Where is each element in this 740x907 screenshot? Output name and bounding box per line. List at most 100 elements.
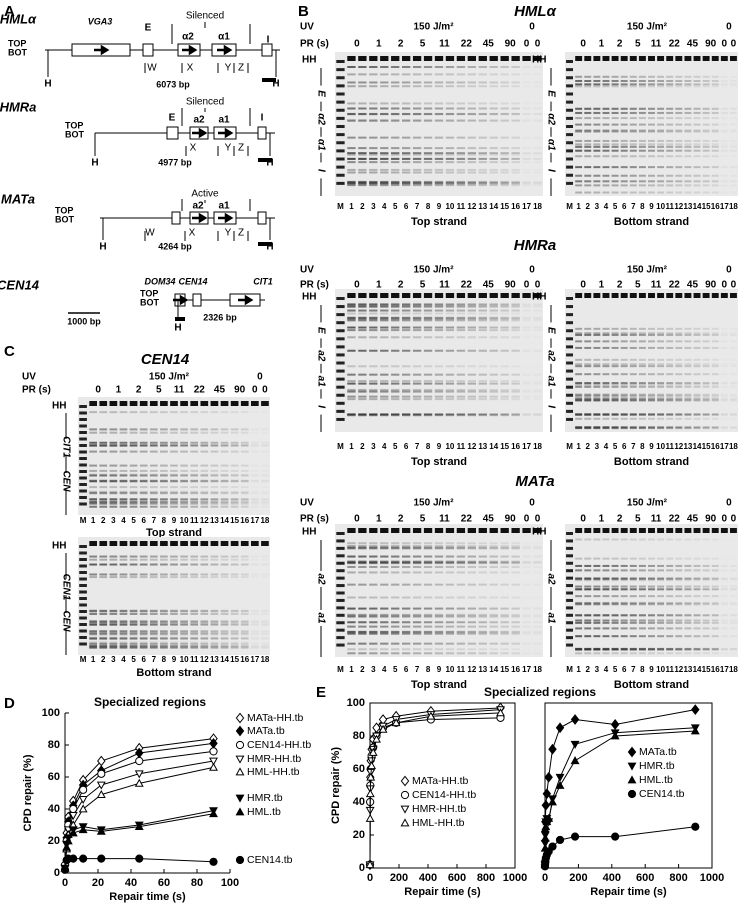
gel-band: [584, 614, 592, 617]
gel-band: [456, 613, 466, 616]
gel-band: [119, 623, 128, 626]
gel-band: [711, 145, 719, 148]
gel-band: [467, 305, 477, 308]
time-label: 90: [505, 514, 517, 525]
gel-band: [261, 623, 269, 625]
gel-band: [500, 305, 509, 308]
marker: [97, 769, 106, 778]
gel-band: [675, 385, 683, 388]
gel-band: [648, 595, 655, 598]
gel-band: [638, 155, 646, 158]
gel-band: [109, 631, 118, 634]
gel-band: [489, 413, 498, 416]
gel-band: [261, 645, 269, 648]
gel-band: [423, 102, 433, 105]
gel-band: [522, 546, 531, 549]
gel-band: [684, 577, 692, 580]
gel-band: [412, 365, 422, 368]
gel-band: [119, 498, 128, 501]
gel-band: [720, 577, 728, 580]
gel-band: [380, 168, 389, 171]
marker-band: [79, 450, 87, 454]
gel-band: [391, 560, 400, 563]
gel-band: [702, 413, 710, 416]
gel-band: [602, 577, 610, 580]
gel-band: [149, 642, 158, 645]
time-label: 0: [524, 514, 530, 525]
gel-band: [711, 155, 719, 158]
well-band: [200, 401, 209, 406]
gel-band: [522, 548, 530, 550]
gel-band: [380, 555, 389, 558]
gel-band: [358, 555, 367, 558]
gel-band: [693, 180, 701, 183]
gel-band: [730, 373, 737, 375]
gel-band: [648, 85, 655, 88]
marker-band: [336, 539, 345, 543]
gel-band: [109, 431, 118, 434]
gel-band: [648, 149, 655, 152]
gel-band: [129, 428, 138, 431]
marker-band: [566, 297, 574, 300]
gel-band: [522, 382, 531, 385]
gel-band: [456, 73, 466, 76]
gel-band: [423, 312, 433, 315]
gel-band: [611, 383, 619, 386]
gel-band: [391, 615, 400, 618]
gel-band: [620, 139, 628, 142]
series-line: [369, 709, 501, 865]
gel-band: [434, 642, 444, 645]
gel-band: [467, 596, 477, 599]
gel-band: [358, 596, 367, 599]
gel-band: [584, 627, 592, 630]
gel-band: [119, 498, 128, 501]
gel-band: [666, 578, 674, 581]
marker: [209, 747, 218, 756]
gel-band: [149, 500, 158, 503]
marker-band: [336, 141, 345, 145]
gel-band: [500, 119, 509, 122]
gel-band: [160, 492, 168, 495]
gel-band: [369, 583, 378, 586]
lane-label: 18: [729, 442, 738, 451]
gel-band: [190, 479, 199, 482]
gel-band: [730, 538, 737, 540]
gel-band: [467, 390, 477, 393]
gel-band: [575, 399, 583, 402]
gel-band: [629, 139, 637, 142]
lane-label: 8: [426, 442, 431, 451]
gel-band: [675, 413, 683, 416]
gel-band: [657, 111, 665, 114]
gel-band: [489, 153, 498, 156]
gel-band: [369, 319, 378, 322]
gel-band: [129, 641, 138, 644]
gene-label: a1: [218, 201, 230, 212]
gel-band: [467, 560, 477, 563]
gel-band: [684, 129, 692, 132]
gel-band: [230, 620, 239, 623]
gel-band: [445, 312, 455, 315]
gel-band: [666, 112, 674, 115]
gel-band: [730, 595, 737, 597]
gel-band: [721, 365, 728, 367]
gel-band: [602, 614, 610, 617]
lane-label: 12: [200, 655, 209, 664]
gel-band: [369, 414, 378, 417]
gel-band: [119, 502, 128, 505]
lane-label: 6: [622, 202, 627, 211]
gel-band: [119, 622, 128, 625]
gel-band: [369, 542, 378, 545]
well-band: [434, 56, 444, 61]
gel-band: [702, 332, 710, 335]
gel-band: [109, 637, 118, 640]
gel-band: [533, 182, 542, 185]
gel-band: [648, 365, 655, 368]
gel-band: [711, 385, 719, 388]
gel-band: [423, 630, 433, 633]
gel-band: [629, 191, 637, 194]
gel-band: [456, 147, 466, 150]
gel-band: [369, 615, 378, 618]
lane-label: 9: [172, 516, 177, 525]
gel-band: [489, 583, 498, 586]
lane-label: 12: [467, 442, 476, 451]
